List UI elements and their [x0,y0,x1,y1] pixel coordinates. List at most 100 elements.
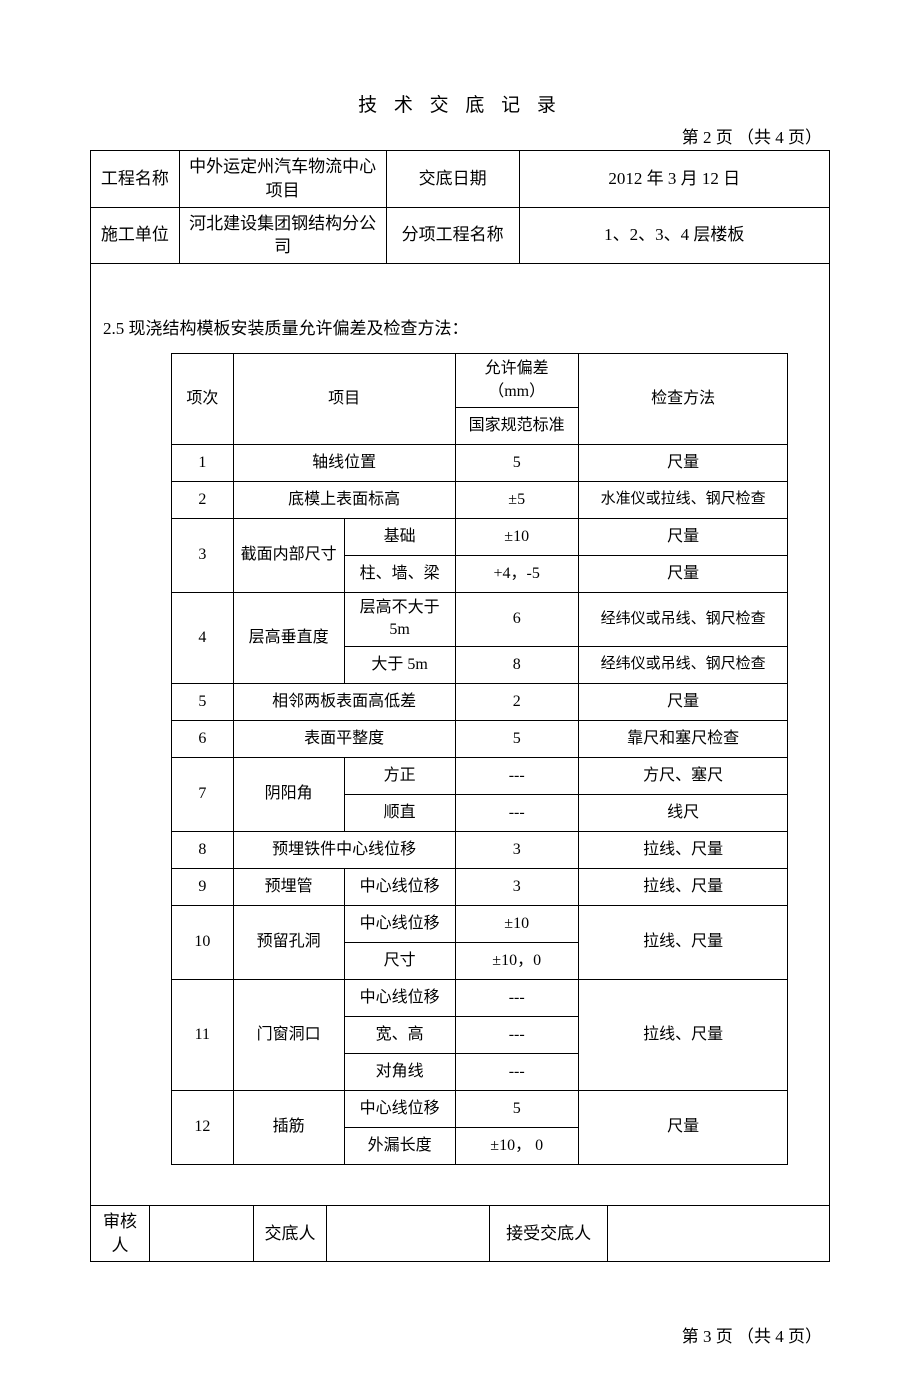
footer-table: 审核人 交底人 接受交底人 [90,1205,830,1263]
th-seq: 项次 [172,354,234,445]
cell: 中心线位移 [344,979,455,1016]
cell: 顺直 [344,794,455,831]
cell: 5 [455,1090,578,1127]
cell: 8 [172,831,234,868]
th-method: 检查方法 [578,354,788,445]
cell: 5 [455,720,578,757]
cell: ±10 [455,905,578,942]
cell: 底模上表面标高 [233,481,455,518]
cell: --- [455,1016,578,1053]
cell: 尺量 [578,444,788,481]
cell: 4 [172,592,234,683]
cell: 相邻两板表面高低差 [233,683,455,720]
cell: ±10， 0 [455,1127,578,1164]
cell: 方尺、塞尺 [578,757,788,794]
body-section: 2.5 现浇结构模板安装质量允许偏差及检查方法： 项次 项目 允许偏差（mm） … [90,264,830,1205]
cell: +4，-5 [455,555,578,592]
section-title: 2.5 现浇结构模板安装质量允许偏差及检查方法： [101,314,819,339]
cell: 预留孔洞 [233,905,344,979]
cell: ±10 [455,518,578,555]
cell: 层高不大于 5m [344,592,455,646]
cell: 7 [172,757,234,831]
header-table: 工程名称 中外运定州汽车物流中心项目 交底日期 2012 年 3 月 12 日 … [90,150,830,264]
cell: 尺量 [578,683,788,720]
label-construction-unit: 施工单位 [91,207,180,264]
cell: 8 [455,646,578,683]
cell: 尺量 [578,1090,788,1164]
page-number-bottom: 第 3 页 （共 4 页） [90,1322,830,1347]
cell: 表面平整度 [233,720,455,757]
cell: ±5 [455,481,578,518]
cell: 靠尺和塞尺检查 [578,720,788,757]
cell: ±10，0 [455,942,578,979]
cell: 对角线 [344,1053,455,1090]
cell: 尺量 [578,518,788,555]
cell: --- [455,1053,578,1090]
cell: 9 [172,868,234,905]
label-discloser: 交底人 [253,1205,327,1262]
cell: 6 [172,720,234,757]
value-project-name: 中外运定州汽车物流中心项目 [179,151,386,208]
cell: 中心线位移 [344,1090,455,1127]
cell: 预埋管 [233,868,344,905]
page-number-top: 第 2 页 （共 4 页） [90,123,830,148]
cell: 插筋 [233,1090,344,1164]
cell: 层高垂直度 [233,592,344,683]
label-disclosure-date: 交底日期 [386,151,519,208]
cell: 经纬仪或吊线、钢尺检查 [578,592,788,646]
cell: --- [455,794,578,831]
label-reviewer: 审核人 [91,1205,150,1262]
cell: 方正 [344,757,455,794]
cell: 外漏长度 [344,1127,455,1164]
cell: 拉线、尺量 [578,868,788,905]
cell: 3 [455,831,578,868]
cell: 尺寸 [344,942,455,979]
cell: 拉线、尺量 [578,979,788,1090]
tolerance-table: 项次 项目 允许偏差（mm） 检查方法 国家规范标准 1 轴线位置 5 尺量 2… [171,353,788,1165]
th-tolerance: 允许偏差（mm） [455,354,578,408]
cell: 门窗洞口 [233,979,344,1090]
cell: 经纬仪或吊线、钢尺检查 [578,646,788,683]
cell: 尺量 [578,555,788,592]
cell: 基础 [344,518,455,555]
cell: 中心线位移 [344,868,455,905]
page: 技 术 交 底 记 录 第 2 页 （共 4 页） 工程名称 中外运定州汽车物流… [0,0,920,1387]
value-receiver [608,1205,830,1262]
cell: 2 [172,481,234,518]
value-construction-unit: 河北建设集团钢结构分公司 [179,207,386,264]
th-item: 项目 [233,354,455,445]
cell: 中心线位移 [344,905,455,942]
cell: 3 [455,868,578,905]
cell: 10 [172,905,234,979]
cell: 2 [455,683,578,720]
label-receiver: 接受交底人 [490,1205,608,1262]
label-subitem-name: 分项工程名称 [386,207,519,264]
cell: 阴阳角 [233,757,344,831]
cell: 截面内部尺寸 [233,518,344,592]
doc-title: 技 术 交 底 记 录 [90,90,830,117]
cell: 宽、高 [344,1016,455,1053]
cell: 大于 5m [344,646,455,683]
th-standard: 国家规范标准 [455,407,578,444]
cell: 拉线、尺量 [578,905,788,979]
value-reviewer [150,1205,253,1262]
value-discloser [327,1205,490,1262]
cell: --- [455,757,578,794]
cell: 1 [172,444,234,481]
cell: 拉线、尺量 [578,831,788,868]
cell: 6 [455,592,578,646]
cell: 12 [172,1090,234,1164]
cell: 5 [455,444,578,481]
cell: 轴线位置 [233,444,455,481]
cell: 水准仪或拉线、钢尺检查 [578,481,788,518]
cell: 线尺 [578,794,788,831]
cell: --- [455,979,578,1016]
label-project-name: 工程名称 [91,151,180,208]
value-disclosure-date: 2012 年 3 月 12 日 [519,151,829,208]
cell: 5 [172,683,234,720]
value-subitem-name: 1、2、3、4 层楼板 [519,207,829,264]
cell: 3 [172,518,234,592]
cell: 预埋铁件中心线位移 [233,831,455,868]
cell: 柱、墙、梁 [344,555,455,592]
cell: 11 [172,979,234,1090]
